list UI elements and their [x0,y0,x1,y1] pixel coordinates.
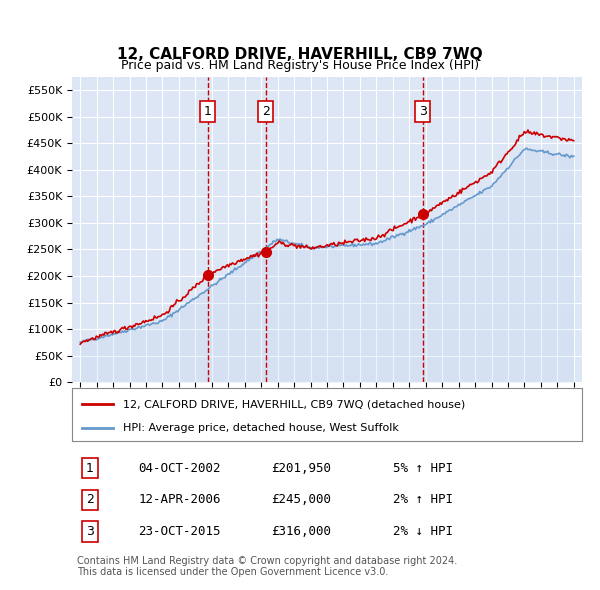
Text: £245,000: £245,000 [271,493,331,506]
Text: 1: 1 [204,105,212,118]
Text: 3: 3 [86,525,94,538]
Text: £316,000: £316,000 [271,525,331,538]
Text: Contains HM Land Registry data © Crown copyright and database right 2024.
This d: Contains HM Land Registry data © Crown c… [77,556,457,578]
Text: 23-OCT-2015: 23-OCT-2015 [139,525,221,538]
Text: 3: 3 [419,105,427,118]
Text: 2: 2 [262,105,270,118]
Text: 12, CALFORD DRIVE, HAVERHILL, CB9 7WQ: 12, CALFORD DRIVE, HAVERHILL, CB9 7WQ [117,47,483,62]
Text: £201,950: £201,950 [271,461,331,474]
Text: Price paid vs. HM Land Registry's House Price Index (HPI): Price paid vs. HM Land Registry's House … [121,59,479,72]
Text: HPI: Average price, detached house, West Suffolk: HPI: Average price, detached house, West… [123,423,399,433]
Text: 1: 1 [86,461,94,474]
Text: 2% ↑ HPI: 2% ↑ HPI [394,493,454,506]
Text: 5% ↑ HPI: 5% ↑ HPI [394,461,454,474]
Text: 04-OCT-2002: 04-OCT-2002 [139,461,221,474]
Text: 2% ↓ HPI: 2% ↓ HPI [394,525,454,538]
Text: 12, CALFORD DRIVE, HAVERHILL, CB9 7WQ (detached house): 12, CALFORD DRIVE, HAVERHILL, CB9 7WQ (d… [123,399,465,409]
Text: 12-APR-2006: 12-APR-2006 [139,493,221,506]
Text: 2: 2 [86,493,94,506]
